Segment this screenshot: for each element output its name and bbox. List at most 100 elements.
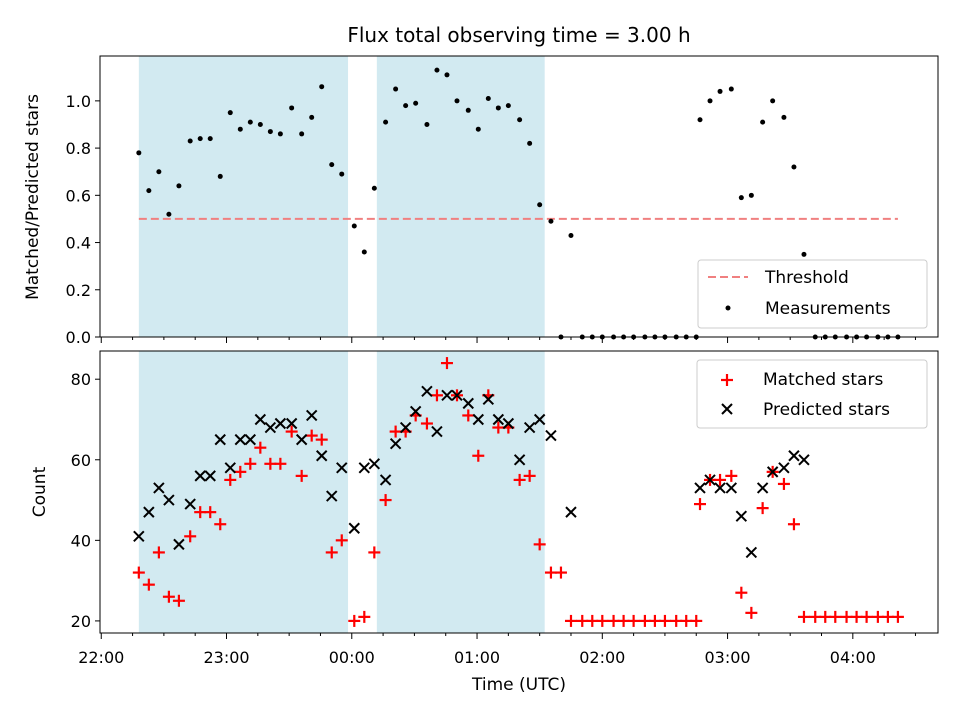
measurement-point: [166, 211, 172, 217]
measurement-point: [136, 150, 142, 156]
predicted-star-point: [326, 490, 338, 502]
matched-star-point: [358, 610, 371, 623]
top-y-axis-label: Matched/Predicted stars: [23, 94, 43, 300]
predicted-marker-b: [305, 409, 318, 422]
matched-star-point: [513, 473, 526, 486]
matched-star-point: [162, 590, 175, 603]
predicted-marker-b: [533, 413, 546, 426]
matched-star-point: [797, 610, 810, 623]
measurement-point: [791, 164, 797, 170]
x-tick-label: 04:00: [830, 648, 876, 667]
matched-star-point: [891, 610, 904, 623]
measurement-point: [728, 86, 734, 92]
predicted-marker-b: [502, 417, 515, 430]
matched-star-point: [819, 610, 832, 623]
predicted-star-point: [194, 470, 206, 482]
predicted-star-point: [431, 425, 443, 438]
matched-star-point: [544, 566, 557, 579]
bottom-y-tick-label: 60: [71, 451, 91, 470]
predicted-marker-b: [451, 389, 463, 402]
matched-star-point: [638, 614, 651, 627]
matched-star-point: [871, 610, 884, 623]
predicted-star-point: [348, 522, 360, 534]
predicted-star-point: [756, 482, 769, 494]
predicted-star-point: [234, 433, 247, 446]
top-plot-frame: [99, 55, 939, 338]
measurement-point: [485, 96, 491, 102]
predicted-marker-b: [173, 538, 185, 551]
measurement-point: [146, 188, 152, 194]
measurement-point: [197, 136, 203, 142]
matched-star-point: [533, 538, 546, 551]
predicted-marker-b: [143, 506, 155, 518]
matched-stars-legend-label: Matched stars: [763, 370, 883, 390]
matched-stars-legend-marker: [721, 374, 733, 386]
predicted-marker-b: [194, 470, 206, 482]
shaded-interval: [376, 351, 545, 633]
matched-stars-points: [132, 357, 904, 627]
matched-star-point: [829, 610, 842, 623]
top-x-axis-ticks: [100, 337, 916, 343]
measurement-point: [299, 131, 305, 137]
top-y-tick-label: 1.0: [66, 92, 91, 111]
predicted-star-point: [143, 506, 155, 518]
matched-star-point: [607, 614, 620, 627]
measurement-point: [495, 105, 501, 111]
predicted-marker-b: [421, 385, 433, 397]
matched-star-point: [325, 546, 338, 559]
predicted-marker-b: [389, 437, 402, 450]
measurement-point: [361, 249, 367, 255]
predicted-star-point: [389, 437, 402, 450]
predicted-marker-b: [545, 429, 557, 442]
predicted-marker-b: [244, 433, 257, 446]
top-y-tick-label: 0.2: [66, 281, 91, 300]
matched-star-point: [172, 594, 185, 607]
measurement-point: [156, 169, 162, 175]
predicted-star-point: [358, 462, 371, 474]
shaded-interval: [376, 56, 545, 337]
predicted-stars-legend-label: Predicted stars: [763, 400, 890, 420]
measurement-point: [383, 119, 389, 125]
matched-star-point: [420, 417, 433, 430]
measurement-point: [475, 126, 481, 132]
predicted-marker-b: [766, 466, 779, 478]
shaded-interval: [138, 56, 349, 337]
predicted-marker-b: [409, 405, 422, 418]
matched-star-point: [348, 614, 361, 627]
x-tick-label: 23:00: [203, 648, 249, 667]
measurement-point: [403, 103, 409, 109]
measurement-point: [217, 173, 223, 179]
predicted-marker-b: [565, 506, 577, 518]
matched-star-point: [214, 518, 227, 531]
matched-star-point: [224, 473, 237, 486]
matched-star-point: [777, 477, 790, 490]
measurement-point: [329, 162, 335, 168]
matched-star-point: [756, 502, 769, 515]
chart-title: Flux total observing time = 3.00 h: [347, 23, 690, 47]
predicted-star-point: [714, 482, 726, 494]
matched-star-point: [254, 441, 267, 454]
top-shaded-intervals: [138, 56, 545, 337]
measurement-point: [697, 117, 703, 123]
matched-star-point: [315, 433, 328, 446]
predicted-star-point: [745, 546, 758, 559]
matched-star-point: [234, 465, 247, 478]
predicted-marker-b: [798, 454, 810, 466]
measurement-point: [237, 126, 243, 132]
measurement-point: [413, 100, 419, 106]
predicted-marker-b: [492, 413, 505, 426]
predicted-star-point: [285, 417, 298, 430]
measurement-point: [289, 105, 295, 111]
bottom-y-tick-label: 80: [71, 370, 91, 389]
predicted-star-point: [513, 454, 526, 466]
predicted-marker-b: [224, 462, 236, 474]
predicted-marker-b: [513, 454, 526, 466]
predicted-marker-b: [694, 482, 706, 494]
measurement-point: [748, 192, 754, 198]
measurement-point: [527, 140, 533, 146]
predicted-star-point: [694, 482, 706, 494]
matched-star-point: [389, 425, 402, 438]
measurement-point: [434, 67, 440, 73]
predicted-star-point: [153, 482, 165, 494]
matched-star-point: [576, 614, 589, 627]
